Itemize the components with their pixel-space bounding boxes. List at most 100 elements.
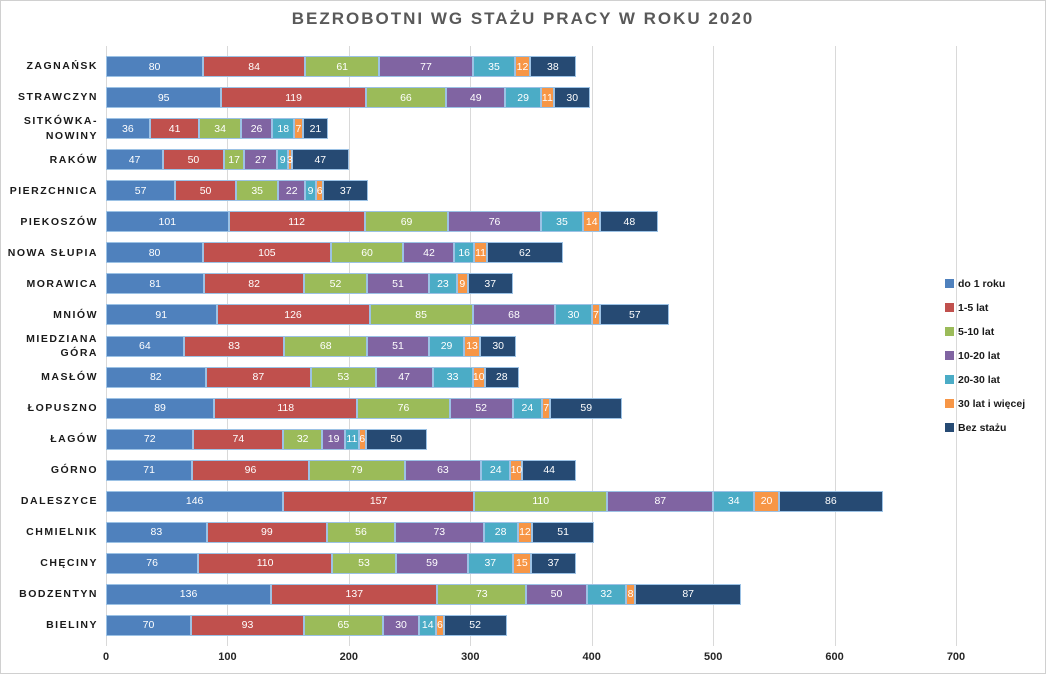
segment-value-label: 14 [585,215,598,228]
bar-segment: 69 [364,211,449,233]
bar-segment: 35 [472,56,516,78]
bar-row: 36 41 34 26 18 7 21 [106,118,329,140]
gridline [591,46,593,646]
bar-segment: 74 [193,428,284,450]
x-axis-tick-label: 300 [461,651,480,663]
bar-segment: 50 [526,583,587,605]
bar-segment: 119 [221,87,366,109]
bar-segment: 83 [183,335,285,357]
bar-segment: 73 [394,521,484,543]
segment-value-label: 105 [258,246,276,259]
legend-label: 30 lat i więcej [958,397,1026,410]
bar-segment: 10 [472,366,485,388]
segment-value-label: 44 [543,464,556,477]
segment-value-label: 66 [400,91,412,104]
bar-segment: 50 [365,428,427,450]
bar-segment: 21 [302,118,329,140]
segment-value-label: 35 [556,215,568,228]
segment-value-label: 119 [285,91,302,104]
bar-segment: 15 [512,552,531,574]
bar-segment: 87 [607,490,714,512]
gridline [834,46,836,646]
bar-segment: 34 [199,118,241,140]
bar-segment: 6 [316,180,324,202]
segment-value-label: 110 [256,557,274,570]
segment-value-label: 35 [488,60,500,73]
x-axis-tick-label: 500 [703,651,723,663]
segment-value-label: 89 [154,402,166,415]
gridline [956,46,957,646]
legend-marker-icon [945,399,954,408]
segment-value-label: 6 [316,184,323,197]
segment-value-label: 50 [550,588,563,601]
category-label: DALESZYCE [20,495,98,508]
segment-value-label: 18 [277,122,290,135]
bar-segment: 136 [106,583,272,605]
segment-value-label: 80 [148,60,161,73]
bar-segment: 93 [191,614,304,636]
segment-value-label: 118 [277,402,295,415]
bar-segment: 96 [192,459,309,481]
segment-value-label: 29 [517,91,529,104]
bar-segment: 157 [283,490,474,512]
segment-value-label: 101 [158,215,177,228]
bar-segment: 14 [583,211,601,233]
bar-segment: 68 [284,335,368,357]
segment-value-label: 14 [421,619,434,632]
category-label: CHĘCINY [40,557,98,570]
bar-segment: 71 [106,459,193,481]
segment-value-label: 47 [398,371,410,384]
x-axis-tick-label: 200 [339,651,359,663]
bar-segment: 32 [586,583,626,605]
bar-segment: 36 [106,118,150,140]
bar-segment: 86 [778,490,884,512]
bar-segment: 16 [454,242,474,264]
segment-value-label: 59 [580,402,593,415]
segment-value-label: 87 [654,495,667,508]
legend-item: 10-20 lat [945,349,1025,362]
bar-segment: 99 [206,521,327,543]
segment-value-label: 30 [395,619,407,632]
segment-value-label: 110 [532,495,550,508]
segment-value-label: 137 [345,588,364,601]
segment-value-label: 28 [494,526,507,539]
segment-value-label: 146 [185,495,204,508]
segment-value-label: 21 [309,122,322,135]
category-label: PIERZCHNICA [9,184,98,197]
bar-segment: 76 [106,552,199,574]
bar-segment: 87 [635,583,742,605]
bar-segment: 56 [326,521,395,543]
bar-segment: 24 [512,397,542,419]
bar-segment: 30 [555,304,592,326]
segment-value-label: 37 [547,557,560,570]
segment-value-label: 70 [142,619,155,632]
segment-value-label: 11 [475,246,487,259]
category-label: RAKÓW [49,153,98,166]
bar-segment: 12 [515,56,530,78]
segment-value-label: 71 [143,464,155,477]
bar-segment: 12 [517,521,533,543]
segment-value-label: 35 [251,184,263,197]
segment-value-label: 76 [488,215,501,228]
bar-segment: 7 [541,397,551,419]
bar-segment: 52 [303,273,368,295]
segment-value-label: 68 [508,308,520,321]
segment-value-label: 22 [285,184,298,197]
segment-value-label: 60 [361,246,373,259]
segment-value-label: 26 [250,122,263,135]
bar-segment: 53 [331,552,397,574]
bar-segment: 62 [487,242,563,264]
bar-segment: 81 [106,273,205,295]
legend: do 1 roku 1-5 lat 5-10 lat 10-20 lat 20-30 l… [945,277,1025,445]
legend-label: 10-20 lat [958,349,1001,362]
segment-value-label: 9 [307,184,314,197]
segment-value-label: 91 [155,308,168,321]
segment-value-label: 83 [228,340,240,352]
bar-row: 95 119 66 49 29 11 30 [106,87,591,109]
bar-segment: 91 [106,304,217,326]
bar-segment: 9 [305,180,317,202]
bar-segment: 42 [403,242,455,264]
legend-item: 20-30 lat [945,373,1025,386]
segment-value-label: 56 [355,526,367,539]
segment-value-label: 17 [228,153,240,166]
